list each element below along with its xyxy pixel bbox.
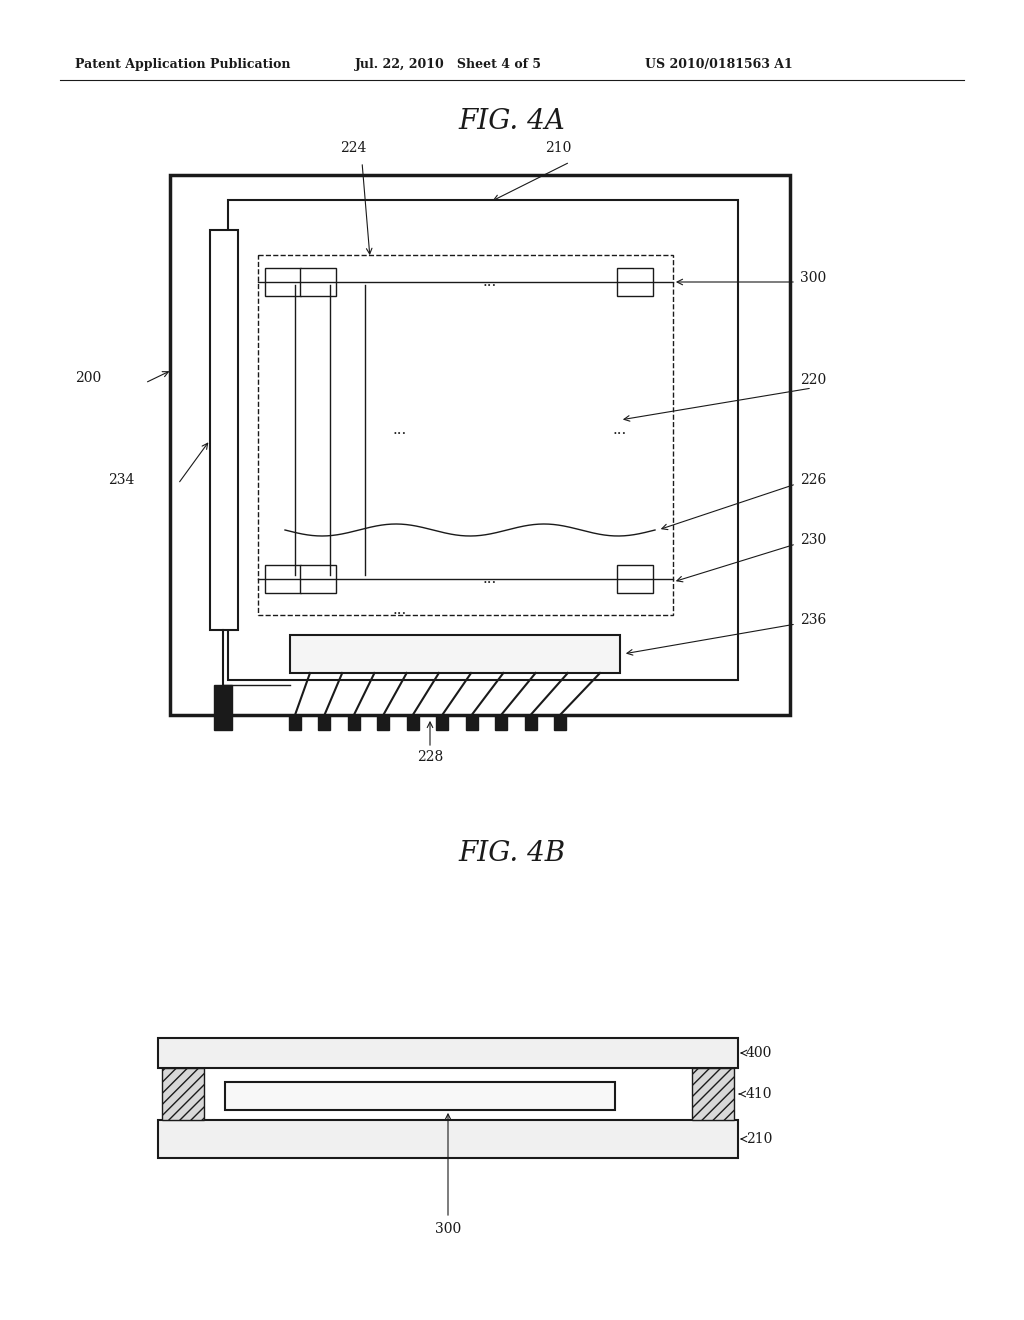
Polygon shape: [496, 715, 507, 730]
Text: 210: 210: [545, 141, 571, 154]
Bar: [258, 255, 673, 615]
Bar: [225, 1082, 615, 1110]
Bar: [617, 565, 653, 593]
Polygon shape: [318, 715, 331, 730]
Text: 300: 300: [800, 271, 826, 285]
Text: 220: 220: [800, 374, 826, 387]
Bar: [228, 201, 738, 680]
Text: 224: 224: [340, 141, 367, 154]
Polygon shape: [377, 715, 389, 730]
Polygon shape: [554, 715, 566, 730]
Polygon shape: [436, 715, 449, 730]
Polygon shape: [466, 715, 477, 730]
Polygon shape: [407, 715, 419, 730]
Text: ...: ...: [393, 422, 408, 437]
Polygon shape: [214, 685, 232, 730]
Bar: [300, 268, 336, 296]
Text: ...: ...: [393, 603, 408, 616]
Text: Jul. 22, 2010   Sheet 4 of 5: Jul. 22, 2010 Sheet 4 of 5: [355, 58, 542, 71]
Text: 200: 200: [75, 371, 101, 385]
Text: ...: ...: [613, 422, 627, 437]
Text: 236: 236: [800, 612, 826, 627]
Bar: [265, 268, 301, 296]
Polygon shape: [348, 715, 359, 730]
Text: 300: 300: [435, 1222, 461, 1236]
Text: US 2010/0181563 A1: US 2010/0181563 A1: [645, 58, 793, 71]
Bar: [617, 268, 653, 296]
Bar: [265, 565, 301, 593]
Bar: [290, 635, 620, 673]
Text: 230: 230: [800, 533, 826, 546]
Text: 400: 400: [746, 1045, 772, 1060]
Text: Patent Application Publication: Patent Application Publication: [75, 58, 291, 71]
Bar: [300, 565, 336, 593]
Text: 226: 226: [800, 473, 826, 487]
Text: ...: ...: [483, 275, 497, 289]
Text: ...: ...: [483, 572, 497, 586]
Text: 210: 210: [746, 1133, 772, 1146]
Polygon shape: [289, 715, 301, 730]
Bar: [162, 1068, 204, 1119]
Text: 234: 234: [108, 473, 134, 487]
Text: FIG. 4A: FIG. 4A: [459, 108, 565, 135]
Bar: [170, 176, 790, 715]
Bar: [692, 1068, 734, 1119]
Bar: [158, 1038, 738, 1068]
Text: 228: 228: [417, 750, 443, 764]
Text: 410: 410: [746, 1086, 772, 1101]
Polygon shape: [524, 715, 537, 730]
Bar: [210, 230, 238, 630]
Bar: [158, 1119, 738, 1158]
Text: FIG. 4B: FIG. 4B: [459, 840, 565, 867]
